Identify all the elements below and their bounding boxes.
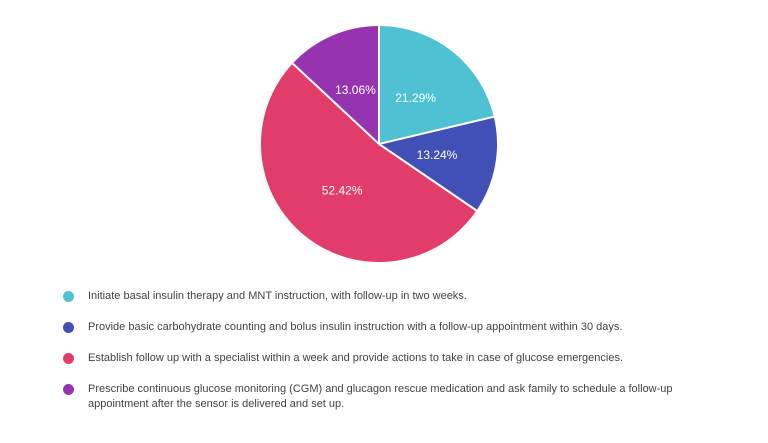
legend-color-dot xyxy=(63,291,74,302)
legend-item-label: Initiate basal insulin therapy and MNT i… xyxy=(88,290,467,302)
legend-color-dot xyxy=(63,353,74,364)
slice-separator xyxy=(378,143,478,212)
legend-color-dot xyxy=(63,322,74,333)
legend-item: Prescribe continuous glucose monitoring … xyxy=(63,382,723,412)
chart-legend: Initiate basal insulin therapy and MNT i… xyxy=(63,289,723,428)
legend-item-label: Establish follow up with a specialist wi… xyxy=(88,352,624,364)
pie-chart: 21.29% 13.24% 52.42% 13.06% xyxy=(261,26,497,262)
legend-item: Provide basic carbohydrate counting and … xyxy=(63,320,723,335)
legend-color-dot xyxy=(63,384,74,395)
pie-slice[interactable] xyxy=(261,63,477,262)
pie-slice-label: 52.42% xyxy=(322,183,363,197)
pie-slice[interactable] xyxy=(379,116,497,211)
pie-slice-label: 13.24% xyxy=(417,148,458,162)
slice-separator xyxy=(378,115,495,145)
legend-item-label: Prescribe continuous glucose monitoring … xyxy=(88,383,673,410)
legend-item: Initiate basal insulin therapy and MNT i… xyxy=(63,289,723,304)
legend-item: Establish follow up with a specialist wi… xyxy=(63,351,723,366)
pie-slice[interactable] xyxy=(292,26,379,144)
slice-separator xyxy=(291,62,380,145)
legend-item-label: Provide basic carbohydrate counting and … xyxy=(88,321,623,333)
pie-slice-label: 13.06% xyxy=(335,83,376,97)
pie-slice-label: 21.29% xyxy=(395,91,436,105)
pie-slice[interactable] xyxy=(379,26,494,144)
